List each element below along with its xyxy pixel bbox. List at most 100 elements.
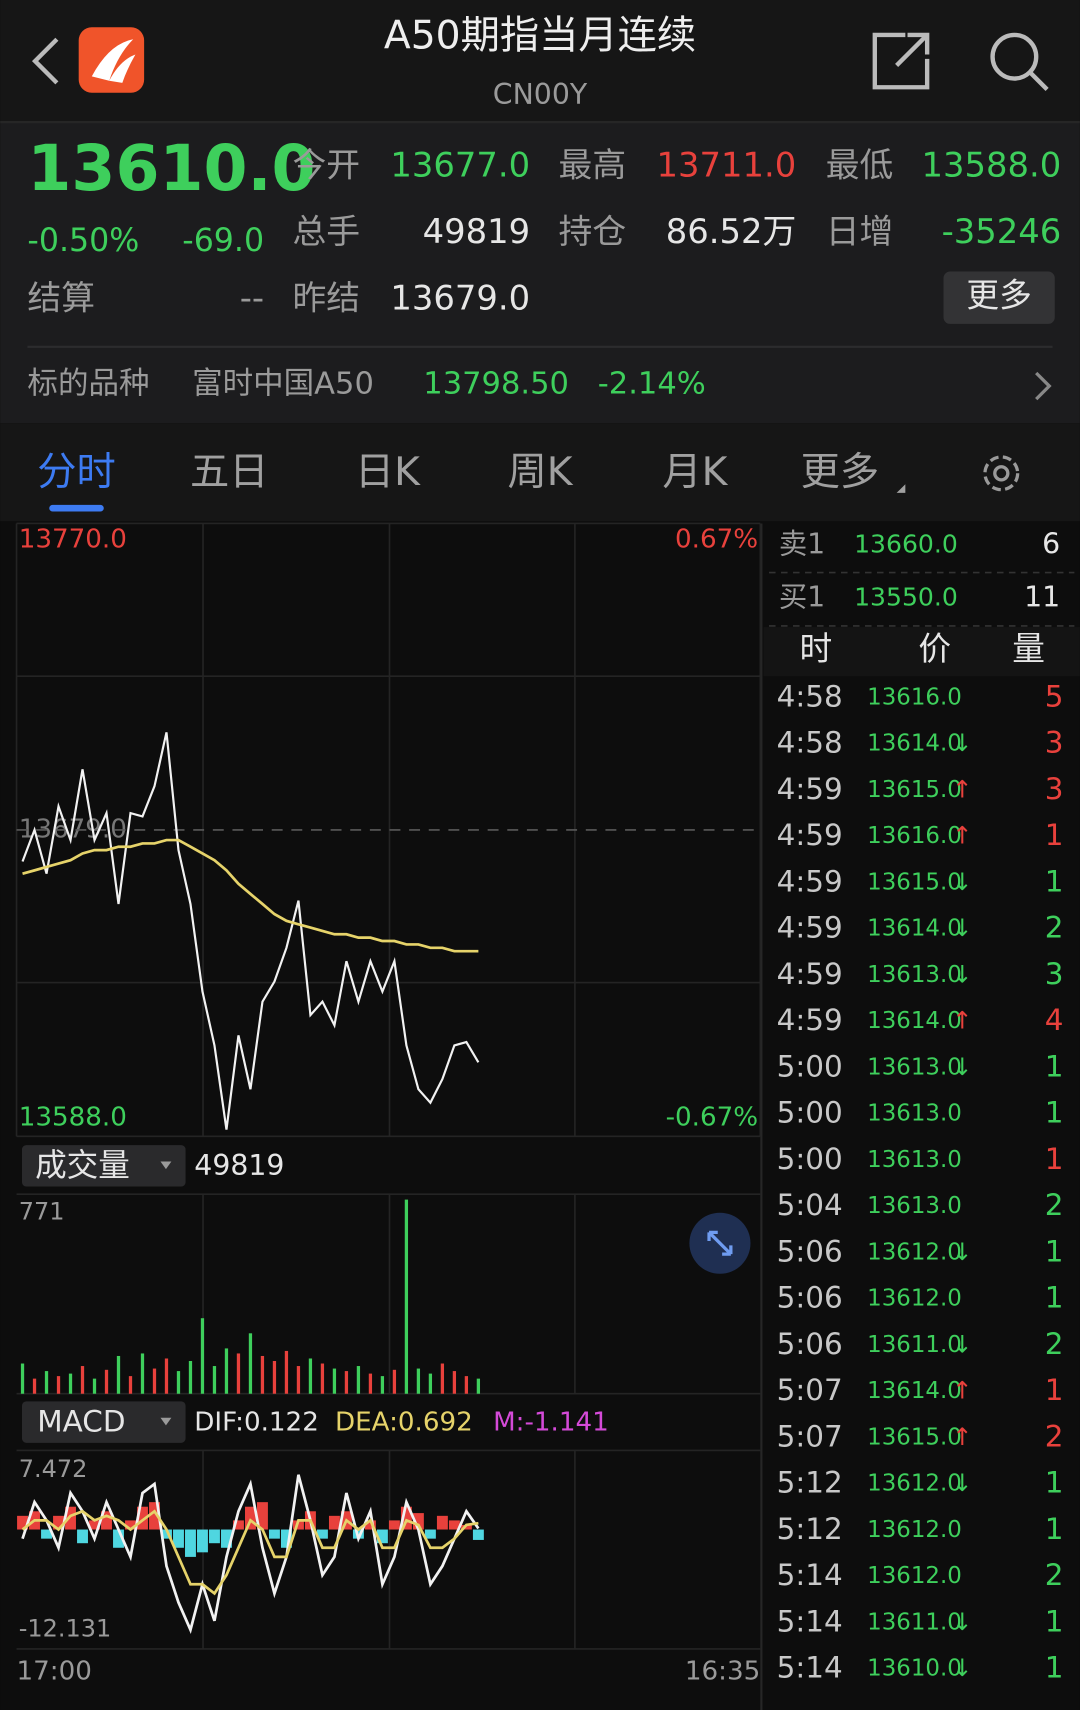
macd-bar [173, 1529, 184, 1548]
trade-qty: 2 [1045, 911, 1064, 945]
trade-price: 13615.0 [867, 1424, 962, 1450]
trades-header: 量 [1012, 630, 1045, 668]
trade-price: 13613.0 [867, 1101, 962, 1127]
tab[interactable]: 周K [508, 450, 574, 495]
indicator-name[interactable]: MACD [37, 1405, 125, 1439]
trade-arrow: ↓ [952, 914, 972, 942]
volume-bar [212, 1366, 217, 1394]
macd-bar [149, 1502, 160, 1530]
macd-bar [364, 1520, 376, 1530]
indicator-selector[interactable] [21, 1401, 186, 1443]
volume-bar [332, 1368, 337, 1394]
volume-bar [140, 1353, 145, 1394]
field-label: 今开 [292, 145, 360, 184]
share-button[interactable] [872, 32, 930, 90]
y-tick-label: -12.131 [19, 1614, 112, 1642]
volume-bar [164, 1358, 169, 1394]
macd-bar [292, 1520, 304, 1530]
trade-arrow: ↑ [952, 822, 972, 850]
macd-bar [89, 1520, 100, 1530]
trade-qty: 3 [1045, 726, 1064, 760]
trade-arrow: ↓ [952, 729, 972, 757]
more-button[interactable] [943, 271, 1055, 324]
change-pct: -0.50% [27, 223, 139, 259]
macd-bar [209, 1529, 220, 1544]
trade-arrow: ↑ [952, 1423, 972, 1451]
volume-bar [464, 1376, 469, 1394]
field-value: 49819 [423, 212, 531, 251]
trade-price: 13612.0 [867, 1517, 962, 1543]
trade-qty: 1 [1045, 1604, 1064, 1638]
trade-price: 13614.0 [867, 731, 962, 757]
trade-price: 13613.0 [867, 1054, 962, 1080]
trade-price: 13614.0 [867, 1008, 962, 1034]
field-label: 最低 [826, 145, 894, 184]
search-button[interactable] [990, 32, 1039, 81]
book-price: 13550.0 [854, 583, 958, 612]
indicator-name[interactable]: 成交量 [35, 1148, 130, 1184]
trade-time: 4:59 [777, 864, 843, 898]
last-price: 13610.0 [27, 131, 315, 205]
tab[interactable]: 五日 [190, 450, 268, 495]
more-button-label[interactable]: 更多 [966, 277, 1031, 315]
volume-bar [392, 1369, 397, 1394]
macd-bar [101, 1511, 112, 1530]
settings-button[interactable] [983, 455, 1020, 492]
trade-price: 13613.0 [867, 1193, 962, 1219]
trade-arrow: ↓ [952, 1469, 972, 1497]
tab[interactable]: 日K [355, 450, 421, 495]
volume-total: 49819 [194, 1149, 284, 1182]
code: CN00Y [493, 78, 588, 111]
volume-bar [452, 1371, 457, 1394]
trade-qty: 2 [1045, 1558, 1064, 1592]
volume-bar [236, 1353, 241, 1394]
trade-time: 5:00 [777, 1049, 843, 1083]
trade-time: 5:07 [777, 1373, 843, 1407]
volume-bar [440, 1363, 445, 1394]
trade-qty: 1 [1045, 1466, 1064, 1500]
trade-time: 4:59 [777, 772, 843, 806]
y-tick-label: 13770.0 [19, 524, 127, 554]
trades-header: 时 [800, 630, 833, 668]
trade-time: 5:00 [777, 1096, 843, 1130]
settings-center [993, 465, 1010, 482]
macd-bar [161, 1529, 172, 1539]
trade-qty: 3 [1045, 957, 1064, 991]
indicator-selector[interactable] [21, 1145, 186, 1187]
trade-arrow: ↓ [952, 1654, 972, 1682]
tab[interactable]: 更多 [801, 450, 880, 495]
book-label: 卖1 [779, 527, 825, 560]
trade-time: 5:00 [777, 1142, 843, 1176]
selector-caret [160, 1161, 172, 1170]
trade-time: 5:14 [777, 1604, 843, 1638]
macd-bar [328, 1515, 340, 1530]
trade-arrow: ↑ [952, 1007, 972, 1035]
macd-bar [436, 1515, 448, 1530]
book-qty: 11 [1024, 581, 1060, 614]
trade-price: 13616.0 [867, 823, 962, 849]
macd-bar [65, 1506, 76, 1530]
volume-bar [320, 1363, 325, 1394]
macd-bar [221, 1529, 232, 1548]
volume-bar [284, 1350, 289, 1394]
volume-bar [152, 1368, 157, 1394]
trade-price: 13611.0 [867, 1332, 962, 1358]
trade-time: 5:12 [777, 1512, 843, 1546]
macd-bar [268, 1529, 280, 1539]
tab[interactable]: 分时 [37, 450, 116, 495]
trade-qty: 5 [1045, 679, 1064, 713]
macd-bar [460, 1524, 472, 1530]
macd-line [21, 1474, 480, 1634]
back-button[interactable] [31, 37, 59, 85]
volume-bar [176, 1371, 181, 1394]
volume-bar [476, 1378, 481, 1394]
indicator-value: DEA:0.692 [335, 1408, 473, 1438]
underlying-chevron[interactable] [1035, 371, 1052, 401]
tab[interactable]: 月K [662, 450, 728, 495]
trade-price: 13613.0 [867, 1147, 962, 1173]
book-qty: 6 [1042, 527, 1060, 560]
volume-bar [44, 1371, 49, 1394]
macd-bar [448, 1520, 460, 1530]
trade-price: 13613.0 [867, 962, 962, 988]
